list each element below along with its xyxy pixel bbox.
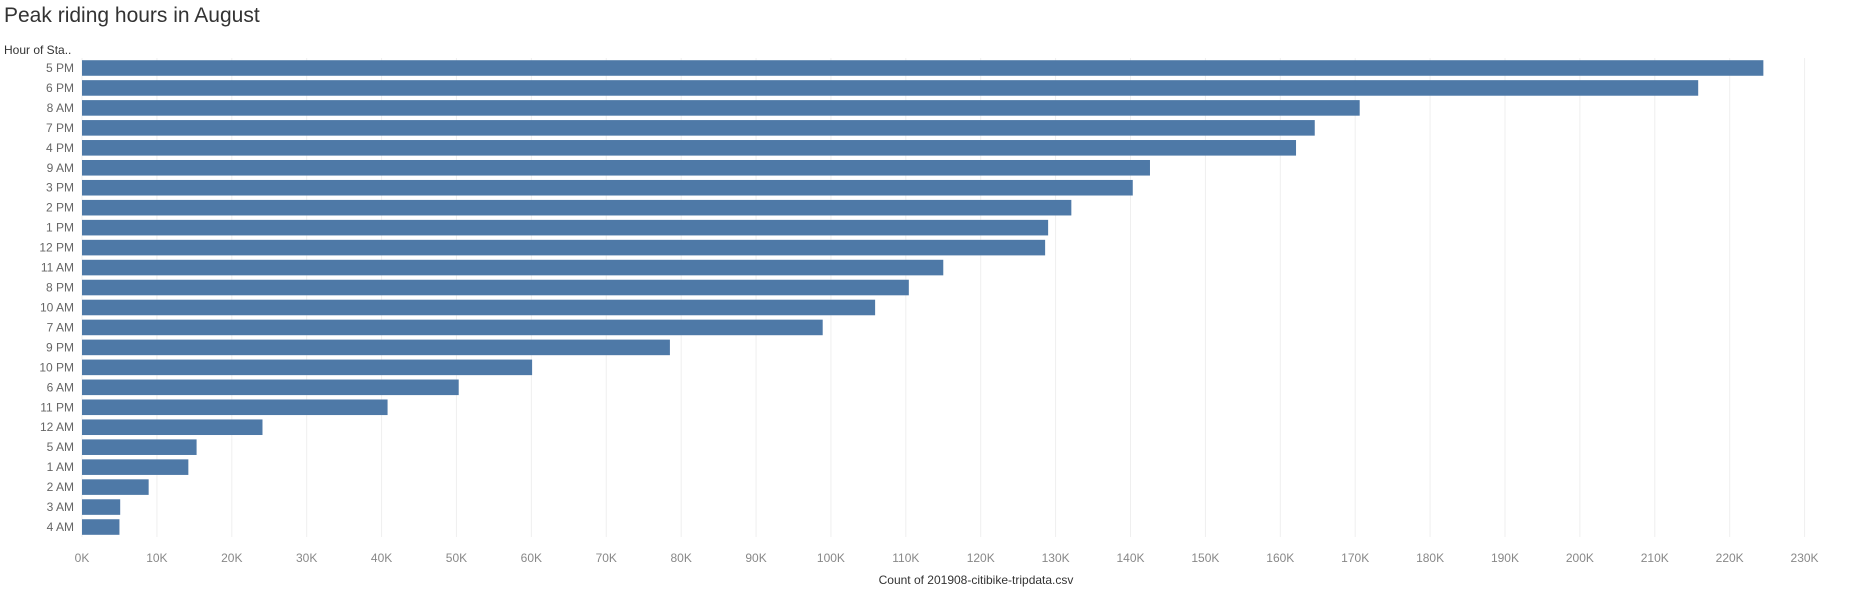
- x-tick-label: 200K: [1566, 551, 1594, 565]
- y-category-label[interactable]: 10 PM: [39, 360, 74, 374]
- bar-12-am[interactable]: [82, 419, 263, 436]
- x-tick-label: 90K: [745, 551, 766, 565]
- y-category-label[interactable]: 12 PM: [39, 241, 74, 255]
- x-tick-label: 10K: [146, 551, 167, 565]
- bar-6-am[interactable]: [82, 379, 459, 396]
- y-category-label[interactable]: 10 AM: [40, 300, 74, 314]
- x-axis-label[interactable]: Count of 201908-citibike-tripdata.csv: [879, 573, 1074, 587]
- bar-5-pm[interactable]: [82, 60, 1764, 76]
- y-category-label[interactable]: 3 AM: [47, 500, 74, 514]
- bar-8-pm[interactable]: [82, 279, 909, 296]
- bar-12-pm[interactable]: [82, 239, 1046, 256]
- bar-6-pm[interactable]: [82, 80, 1699, 96]
- bar-3-am[interactable]: [82, 499, 121, 515]
- bar-4-pm[interactable]: [82, 140, 1297, 156]
- bar-3-pm[interactable]: [82, 179, 1133, 196]
- x-tick-label: 180K: [1416, 551, 1444, 565]
- y-category-label[interactable]: 8 AM: [47, 101, 74, 115]
- y-category-label[interactable]: 12 AM: [40, 420, 74, 434]
- y-category-label[interactable]: 6 AM: [47, 380, 74, 394]
- y-category-label[interactable]: 2 AM: [47, 480, 74, 494]
- x-tick-label: 20K: [221, 551, 242, 565]
- bar-1-pm[interactable]: [82, 219, 1049, 236]
- y-category-label[interactable]: 6 PM: [46, 81, 74, 95]
- bar-10-am[interactable]: [82, 299, 876, 316]
- bar-1-am[interactable]: [82, 459, 189, 475]
- bar-5-am[interactable]: [82, 439, 197, 455]
- y-category-label[interactable]: 4 AM: [47, 520, 74, 534]
- bars: [82, 60, 1764, 535]
- x-tick-label: 110K: [892, 551, 919, 565]
- bar-7-pm[interactable]: [82, 120, 1315, 136]
- x-tick-label: 60K: [521, 551, 542, 565]
- y-category-label[interactable]: 4 PM: [46, 141, 74, 155]
- bar-2-am[interactable]: [82, 479, 149, 495]
- x-tick-label: 160K: [1266, 551, 1294, 565]
- bar-11-pm[interactable]: [82, 399, 388, 416]
- y-category-label[interactable]: 1 AM: [47, 460, 74, 474]
- bar-4-am[interactable]: [82, 519, 120, 535]
- y-category-label[interactable]: 3 PM: [46, 181, 74, 195]
- y-category-label[interactable]: 9 PM: [46, 340, 74, 354]
- bar-2-pm[interactable]: [82, 199, 1072, 216]
- x-tick-label: 0K: [75, 551, 90, 565]
- x-tick-label: 80K: [670, 551, 691, 565]
- bar-9-pm[interactable]: [82, 339, 670, 356]
- bar-9-am[interactable]: [82, 159, 1150, 176]
- x-tick-label: 130K: [1042, 551, 1070, 565]
- y-axis-header[interactable]: Hour of Sta..: [4, 43, 72, 57]
- x-tick-label: 50K: [446, 551, 467, 565]
- x-tick-label: 70K: [596, 551, 617, 565]
- y-category-label[interactable]: 8 PM: [46, 281, 74, 295]
- x-tick-label: 170K: [1341, 551, 1369, 565]
- x-tick-label: 150K: [1191, 551, 1219, 565]
- y-category-label[interactable]: 9 AM: [47, 161, 74, 175]
- bar-11-am[interactable]: [82, 259, 944, 276]
- x-axis-ticks: 0K 10K 20K 30K 40K 50K 60K 70K 80K 90K 100K 110K 120…: [75, 551, 1819, 565]
- y-category-label[interactable]: 7 AM: [47, 320, 74, 334]
- x-tick-label: 220K: [1716, 551, 1744, 565]
- bar-7-am[interactable]: [82, 319, 823, 336]
- x-tick-label: 140K: [1116, 551, 1144, 565]
- x-tick-label: 100K: [817, 551, 845, 565]
- y-category-label[interactable]: 5 AM: [47, 440, 74, 454]
- x-tick-label: 40K: [371, 551, 392, 565]
- bar-10-pm[interactable]: [82, 359, 533, 376]
- y-category-label[interactable]: 5 PM: [46, 61, 74, 75]
- x-tick-label: 210K: [1641, 551, 1669, 565]
- x-tick-label: 190K: [1491, 551, 1519, 565]
- y-category-label[interactable]: 7 PM: [46, 121, 74, 135]
- bar-8-am[interactable]: [82, 100, 1360, 116]
- y-category-label[interactable]: 1 PM: [46, 221, 74, 235]
- x-tick-label: 30K: [296, 551, 317, 565]
- gridlines: [81, 58, 1806, 537]
- y-category-label[interactable]: 11 AM: [41, 261, 74, 275]
- x-tick-label: 120K: [967, 551, 995, 565]
- y-category-label[interactable]: 11 PM: [40, 400, 74, 414]
- y-axis-labels: 5 PM 6 PM 8 AM 7 PM 4 PM 9 AM 3 PM 2 PM 1 PM 12 P…: [39, 61, 74, 534]
- chart-title: Peak riding hours in August: [4, 4, 260, 27]
- y-category-label[interactable]: 2 PM: [46, 201, 74, 215]
- x-tick-label: 230K: [1791, 551, 1819, 565]
